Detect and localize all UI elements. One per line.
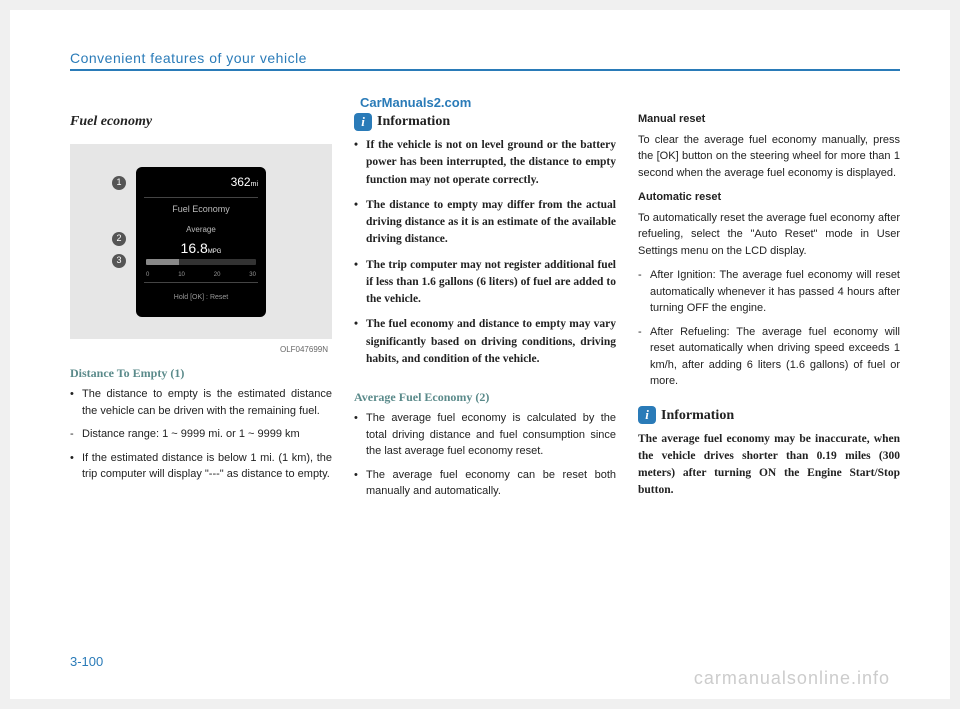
separator2: [144, 282, 258, 283]
auto-reset-head: Automatic reset: [638, 189, 900, 206]
image-id: OLF047699N: [70, 344, 332, 356]
info-icon: i: [638, 406, 656, 424]
info-heading-2: i Information: [638, 405, 900, 426]
distance-value: 362mi: [144, 173, 258, 191]
marker-2: 2: [112, 232, 126, 246]
watermark-top: CarManuals2.com: [360, 95, 471, 110]
bullet: •The fuel economy and distance to empty …: [354, 316, 616, 368]
separator1: [144, 197, 258, 198]
dash: -After Ignition: The average fuel econom…: [638, 267, 900, 317]
watermark-bottom: carmanualsonline.info: [694, 668, 890, 689]
distance-subhead: Distance To Empty (1): [70, 364, 332, 382]
mpg-value: 16.8MPG: [144, 238, 258, 259]
page-number: 3-100: [70, 654, 103, 669]
info-title: Information: [377, 111, 450, 132]
bullet: •The trip computer may not register addi…: [354, 257, 616, 309]
column-3: Manual reset To clear the average fuel e…: [638, 111, 900, 508]
info-para: The average fuel economy may be inaccura…: [638, 431, 900, 500]
bullet: •If the vehicle is not on level ground o…: [354, 137, 616, 189]
mpg-bar: [146, 259, 256, 265]
info-title-2: Information: [661, 405, 734, 426]
dash: -Distance range: 1 ~ 9999 mi. or 1 ~ 999…: [70, 426, 332, 443]
manual-page: Convenient features of your vehicle CarM…: [10, 10, 950, 699]
manual-reset-text: To clear the average fuel economy manual…: [638, 132, 900, 182]
mpg-scale: 0 10 20 30: [146, 271, 256, 280]
section-header: Convenient features of your vehicle: [70, 50, 900, 71]
fuel-economy-title: Fuel economy: [70, 111, 332, 132]
marker-3: 3: [112, 254, 126, 268]
info-block: •If the vehicle is not on level ground o…: [354, 137, 616, 368]
avg-subhead: Average Fuel Economy (2): [354, 388, 616, 406]
columns-container: Fuel economy 1 2 3 362mi Fuel Economy Av…: [70, 111, 900, 508]
dash: -After Refueling: The average fuel econo…: [638, 324, 900, 390]
column-2: i Information •If the vehicle is not on …: [354, 111, 616, 508]
display-label-avg: Average: [144, 224, 258, 236]
manual-reset-head: Manual reset: [638, 111, 900, 128]
info-icon: i: [354, 113, 372, 131]
bullet: •The distance to empty may differ from t…: [354, 197, 616, 249]
display-figure: 1 2 3 362mi Fuel Economy Average 16.8MPG…: [70, 144, 332, 339]
bullet: •If the estimated distance is below 1 mi…: [70, 450, 332, 483]
info-heading: i Information: [354, 111, 616, 132]
lcd-display: 362mi Fuel Economy Average 16.8MPG 0 10 …: [136, 167, 266, 317]
marker-1: 1: [112, 176, 126, 190]
display-label-fuel: Fuel Economy: [144, 203, 258, 217]
bullet: •The average fuel economy can be reset b…: [354, 467, 616, 500]
column-1: Fuel economy 1 2 3 362mi Fuel Economy Av…: [70, 111, 332, 508]
auto-reset-text: To automatically reset the average fuel …: [638, 210, 900, 260]
bullet: •The distance to empty is the estimated …: [70, 386, 332, 419]
bullet: •The average fuel economy is calculated …: [354, 410, 616, 460]
hold-reset-text: Hold [OK] : Reset: [144, 293, 258, 304]
